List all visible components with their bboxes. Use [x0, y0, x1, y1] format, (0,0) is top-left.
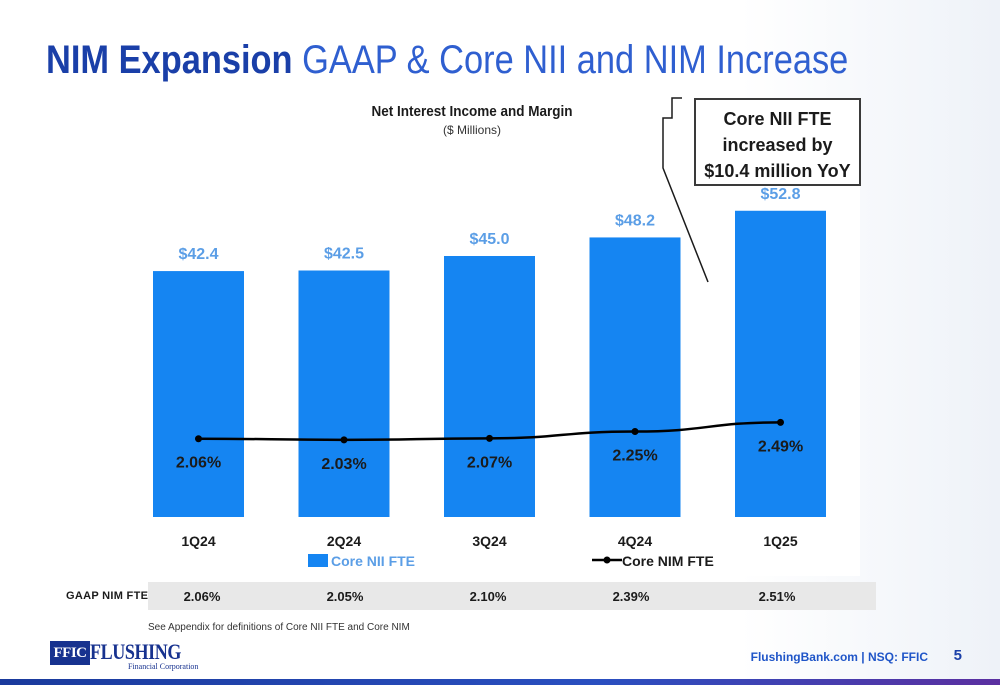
line-point-core-nim: [340, 436, 348, 444]
logo-wordmark: FLUSHING: [90, 639, 181, 664]
bar-core-nii: [444, 256, 535, 517]
bar-value-label: $42.4: [178, 246, 218, 263]
slide-title-light: GAAP & Core NII and NIM Increase: [302, 38, 849, 82]
page-number: 5: [953, 647, 962, 664]
line-point-core-nim: [777, 418, 784, 426]
chart-title: Net Interest Income and Margin: [371, 103, 573, 120]
line-value-label: 2.03%: [321, 456, 366, 473]
flushing-logo[interactable]: FFIC FLUSHING Financial Corporation: [50, 639, 210, 671]
bar-value-label: $48.2: [615, 212, 655, 229]
bar-value-label: $42.5: [324, 246, 364, 263]
x-tick-label: 1Q24: [181, 533, 215, 549]
bar-value-label: $52.8: [760, 186, 800, 203]
bar-core-nii: [589, 237, 681, 517]
line-value-label: 2.25%: [612, 448, 657, 465]
slide-title-bold: NIM Expansion: [46, 38, 293, 82]
bar-core-nii: [735, 210, 826, 517]
line-point-core-nim: [486, 434, 493, 442]
gaap-nim-value: 2.10%: [469, 589, 507, 604]
legend-label-core-nii: Core NII FTE: [331, 553, 415, 569]
bar-core-nii: [298, 270, 390, 517]
line-value-label: 2.06%: [176, 455, 221, 472]
callout-box: Core NII FTE increased by $10.4 million …: [694, 98, 861, 186]
x-tick-label: 2Q24: [327, 533, 361, 549]
line-point-core-nim: [631, 428, 639, 435]
bottom-accent-bar: [0, 679, 1000, 685]
gaap-nim-value: 2.06%: [183, 589, 221, 604]
bar-value-label: $45.0: [469, 231, 509, 248]
legend-swatch-core-nii: [308, 554, 328, 567]
footnote: See Appendix for definitions of Core NII…: [148, 622, 410, 633]
line-value-label: 2.07%: [467, 454, 512, 471]
logo-subtitle: Financial Corporation: [128, 662, 199, 671]
gaap-nim-value: 2.51%: [758, 589, 796, 604]
gaap-nim-value: 2.39%: [612, 589, 650, 604]
footer-link[interactable]: FlushingBank.com | NSQ: FFIC: [750, 650, 928, 664]
gaap-nim-row: [148, 582, 876, 610]
line-point-core-nim: [195, 435, 202, 443]
chart-subtitle: ($ Millions): [442, 123, 501, 137]
bar-core-nii: [153, 271, 244, 517]
slide-title: NIM Expansion GAAP & Core NII and NIM In…: [46, 36, 848, 84]
x-tick-label: 3Q24: [472, 533, 506, 549]
logo-mark: FFIC: [50, 641, 90, 665]
x-tick-label: 1Q25: [763, 533, 797, 549]
gaap-nim-label: GAAP NIM FTE: [66, 590, 149, 602]
x-tick-label: 4Q24: [618, 533, 652, 549]
gaap-nim-value: 2.05%: [326, 589, 364, 604]
callout-leader-line: [662, 97, 709, 283]
legend-label-core-nim: Core NIM FTE: [622, 553, 714, 569]
line-value-label: 2.49%: [758, 438, 803, 455]
legend-marker-core-nim: [603, 556, 611, 564]
